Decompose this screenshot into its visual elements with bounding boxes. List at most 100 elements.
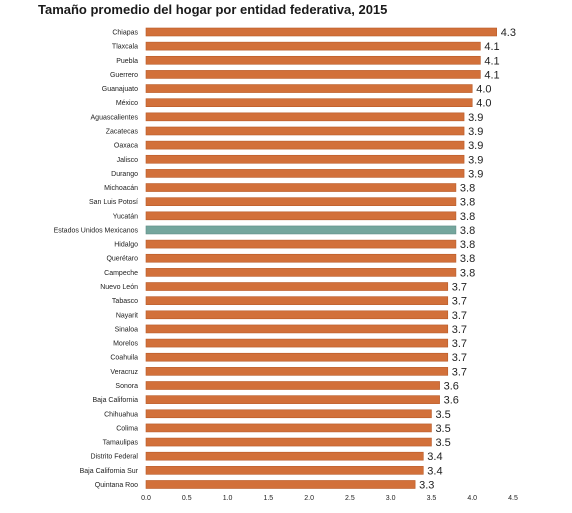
bar bbox=[145, 423, 432, 433]
value-label: 3.9 bbox=[468, 140, 483, 152]
value-label: 3.7 bbox=[452, 310, 467, 322]
value-label: 3.8 bbox=[460, 197, 475, 209]
bar bbox=[145, 282, 449, 291]
bar bbox=[145, 310, 449, 320]
bar bbox=[145, 253, 457, 263]
category-label: Tlaxcala bbox=[112, 44, 138, 51]
category-label: Nuevo León bbox=[100, 284, 138, 291]
value-label: 3.6 bbox=[444, 395, 459, 407]
bar bbox=[145, 239, 457, 249]
category-label: Sonora bbox=[115, 383, 138, 390]
highlight-bar bbox=[145, 225, 457, 235]
x-tick-label: 1.5 bbox=[263, 495, 273, 502]
bar bbox=[145, 381, 440, 390]
x-tick-label: 3.5 bbox=[427, 495, 437, 502]
bar bbox=[145, 169, 465, 178]
category-label: Morelos bbox=[113, 341, 138, 348]
value-label: 3.7 bbox=[452, 324, 467, 336]
value-label: 3.5 bbox=[435, 423, 450, 435]
value-label: 4.1 bbox=[484, 69, 499, 81]
category-label: Baja California bbox=[92, 397, 138, 404]
category-label: Campeche bbox=[104, 270, 138, 277]
bar bbox=[145, 268, 457, 277]
category-label: Michoacán bbox=[104, 185, 138, 192]
category-label: Nayarit bbox=[116, 312, 138, 319]
category-label: México bbox=[116, 100, 138, 107]
value-label: 3.4 bbox=[427, 451, 442, 463]
category-label: Sinaloa bbox=[115, 326, 138, 333]
category-label: Jalisco bbox=[117, 157, 139, 164]
x-tick-label: 4.0 bbox=[467, 495, 477, 502]
category-label: Coahuila bbox=[110, 355, 138, 362]
bar bbox=[145, 27, 497, 37]
value-label: 3.9 bbox=[468, 154, 483, 166]
category-label: Hidalgo bbox=[114, 242, 138, 249]
value-label: 3.8 bbox=[460, 225, 475, 237]
value-label: 3.4 bbox=[427, 465, 442, 477]
category-label: Guerrero bbox=[110, 72, 138, 79]
value-label: 3.7 bbox=[452, 352, 467, 364]
bar bbox=[145, 197, 457, 206]
value-label: 3.6 bbox=[444, 381, 459, 393]
value-label: 3.7 bbox=[452, 296, 467, 308]
bar bbox=[145, 324, 449, 334]
category-label: Veracruz bbox=[110, 369, 138, 376]
bar bbox=[145, 352, 449, 362]
category-label: Guanajuato bbox=[102, 86, 138, 93]
category-label: Chiapas bbox=[112, 30, 138, 37]
category-label: Quintana Roo bbox=[95, 482, 138, 489]
value-label: 3.8 bbox=[460, 253, 475, 265]
value-label: 4.0 bbox=[476, 84, 491, 96]
bar bbox=[145, 338, 449, 348]
bar bbox=[145, 84, 473, 93]
value-label: 3.8 bbox=[460, 267, 475, 279]
value-label: 3.9 bbox=[468, 126, 483, 138]
category-label: Tamaulipas bbox=[103, 440, 139, 447]
bar bbox=[145, 367, 449, 376]
chart-title: Tamaño promedio del hogar por entidad fe… bbox=[38, 2, 388, 17]
bar bbox=[145, 211, 457, 221]
category-label: Baja California Sur bbox=[80, 468, 139, 475]
value-label: 3.3 bbox=[419, 479, 434, 491]
x-tick-label: 0.5 bbox=[182, 495, 192, 502]
bar bbox=[145, 409, 432, 419]
x-tick-label: 1.0 bbox=[223, 495, 233, 502]
value-label: 3.9 bbox=[468, 168, 483, 180]
category-label: Tabasco bbox=[112, 298, 138, 305]
category-label: Estados Unidos Mexicanos bbox=[54, 227, 139, 234]
bar bbox=[145, 112, 465, 122]
value-label: 4.0 bbox=[476, 98, 491, 110]
bar bbox=[145, 183, 457, 192]
bar bbox=[145, 296, 449, 305]
bar bbox=[145, 126, 465, 136]
bar bbox=[145, 41, 481, 51]
x-tick-label: 4.5 bbox=[508, 495, 518, 502]
value-label: 4.3 bbox=[501, 27, 516, 39]
category-label: Querétaro bbox=[106, 256, 138, 263]
bar bbox=[145, 466, 424, 475]
x-tick-label: 0.0 bbox=[141, 495, 151, 502]
bar bbox=[145, 437, 432, 447]
x-tick-label: 2.0 bbox=[304, 495, 314, 502]
value-label: 3.7 bbox=[452, 282, 467, 294]
bar bbox=[145, 98, 473, 107]
category-label: Aguascalientes bbox=[91, 114, 139, 121]
x-tick-label: 3.0 bbox=[386, 495, 396, 502]
value-label: 3.8 bbox=[460, 239, 475, 251]
bar bbox=[145, 70, 481, 79]
category-label: San Luis Potosí bbox=[89, 199, 138, 206]
value-label: 3.5 bbox=[435, 409, 450, 421]
category-label: Durango bbox=[111, 171, 138, 178]
category-label: Distrito Federal bbox=[91, 454, 139, 461]
category-label: Oaxaca bbox=[114, 143, 138, 150]
bar bbox=[145, 451, 424, 461]
x-tick-label: 2.5 bbox=[345, 495, 355, 502]
value-label: 3.9 bbox=[468, 112, 483, 124]
value-label: 4.1 bbox=[484, 41, 499, 53]
category-label: Puebla bbox=[116, 58, 138, 65]
value-label: 3.7 bbox=[452, 338, 467, 350]
category-label: Chihuahua bbox=[104, 411, 138, 418]
value-label: 3.7 bbox=[452, 366, 467, 378]
category-label: Zacatecas bbox=[106, 128, 139, 135]
